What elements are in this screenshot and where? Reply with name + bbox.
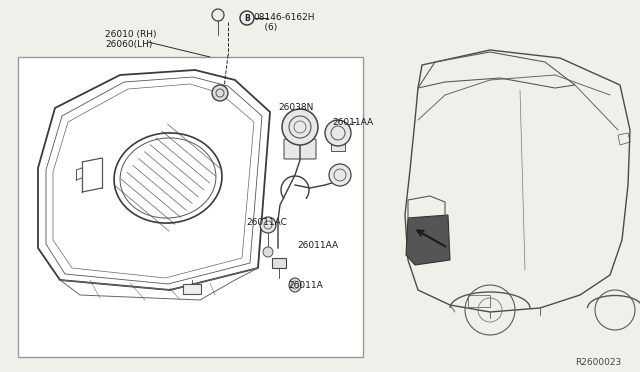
FancyBboxPatch shape xyxy=(272,258,286,268)
Circle shape xyxy=(212,9,224,21)
Circle shape xyxy=(212,85,228,101)
FancyBboxPatch shape xyxy=(18,57,363,357)
Text: 26011AA: 26011AA xyxy=(297,241,338,250)
Circle shape xyxy=(329,164,351,186)
Text: 26038N: 26038N xyxy=(278,103,314,112)
Circle shape xyxy=(240,11,254,25)
Text: 26011AC: 26011AC xyxy=(246,218,287,227)
Circle shape xyxy=(263,247,273,257)
FancyBboxPatch shape xyxy=(284,139,316,159)
FancyBboxPatch shape xyxy=(183,284,201,294)
Text: 26011AA: 26011AA xyxy=(332,118,373,127)
FancyBboxPatch shape xyxy=(331,143,345,151)
Circle shape xyxy=(325,120,351,146)
Circle shape xyxy=(260,217,276,233)
Text: B: B xyxy=(244,13,250,22)
Text: 08146-6162H
    (6): 08146-6162H (6) xyxy=(253,13,314,32)
Polygon shape xyxy=(406,215,450,265)
Text: 26011A: 26011A xyxy=(288,281,323,290)
FancyBboxPatch shape xyxy=(468,295,490,307)
Circle shape xyxy=(282,109,318,145)
Text: 26010 (RH)
26060(LH): 26010 (RH) 26060(LH) xyxy=(105,30,157,49)
Ellipse shape xyxy=(289,278,301,292)
Text: R2600023: R2600023 xyxy=(575,358,621,367)
